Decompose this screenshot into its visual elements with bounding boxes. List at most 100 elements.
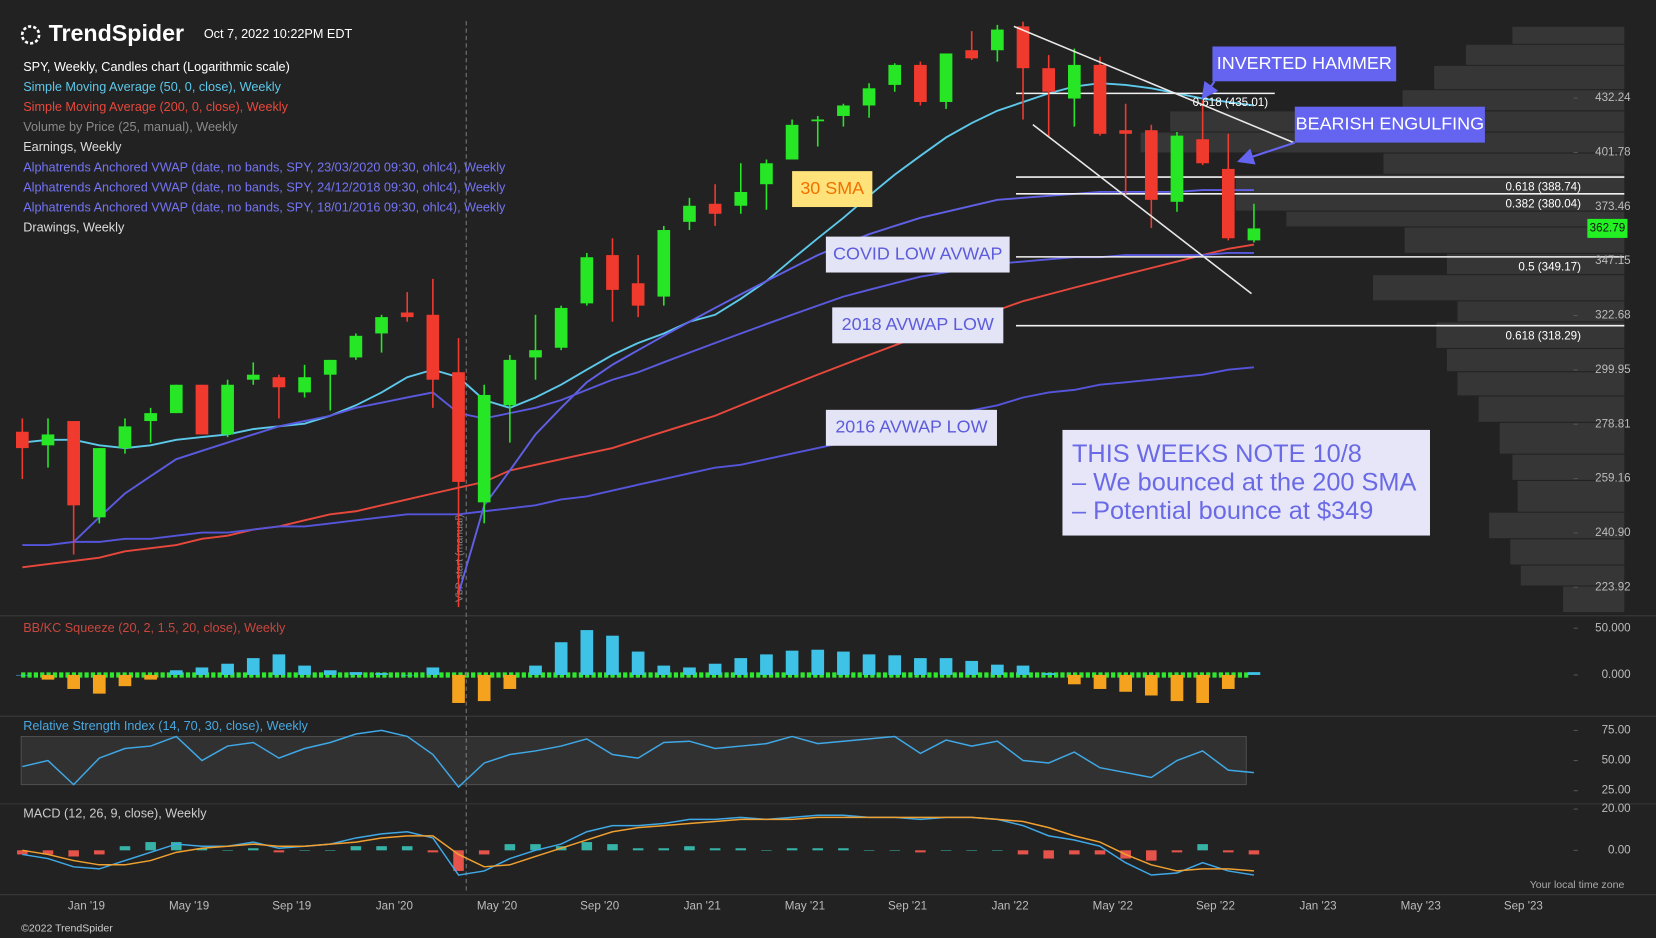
x-tick-label: Sep '20: [580, 899, 619, 912]
x-tick-label: Sep '21: [888, 899, 927, 912]
histogram-bar: [427, 850, 439, 853]
candle-body: [580, 257, 594, 304]
annotation: BEARISH ENGULFING: [1296, 113, 1484, 133]
histogram-bar: [1247, 672, 1261, 675]
histogram-bar: [1170, 674, 1184, 702]
histogram-bar: [400, 674, 414, 676]
y-tick-label: 240.90: [1595, 526, 1631, 539]
histogram-bar: [915, 850, 926, 853]
x-tick-label: Jan '21: [684, 899, 721, 912]
histogram-bar: [453, 850, 464, 871]
histogram-bar: [196, 848, 208, 851]
histogram-bar: [119, 846, 131, 851]
histogram-bar: [67, 674, 80, 689]
candle-body: [914, 64, 927, 103]
y-tick-label: 50.00: [1602, 754, 1631, 767]
y-tick-label: 432.24: [1595, 91, 1631, 104]
histogram-bar: [734, 658, 748, 675]
histogram-bar: [68, 850, 79, 857]
copyright: ©2022 TrendSpider: [21, 922, 113, 934]
histogram-bar: [298, 665, 311, 675]
histogram-bar: [1042, 673, 1056, 675]
x-tick-label: Jan '22: [992, 899, 1029, 912]
legend-entry: Alphatrends Anchored VWAP (date, no band…: [23, 200, 506, 214]
candle-body: [323, 359, 337, 375]
note-line: – We bounced at the 200 SMA: [1072, 468, 1417, 496]
annotation-box: [1212, 46, 1397, 82]
histogram-bar: [940, 850, 952, 851]
candle-body: [349, 335, 363, 358]
y-tick-label: 20.00: [1602, 802, 1631, 815]
rsi-band: [20, 736, 1247, 786]
x-tick-label: May '21: [785, 899, 825, 912]
volume-profile-bar: [1446, 253, 1625, 275]
candle-body: [734, 191, 748, 206]
histogram-bar: [760, 654, 773, 675]
x-tick-label: May '19: [169, 899, 209, 912]
candle-body: [683, 205, 696, 222]
histogram-bar: [426, 667, 440, 675]
histogram-bar: [478, 850, 490, 855]
y-tick-label: 373.46: [1595, 200, 1631, 213]
y-tick-label: 25.00: [1602, 784, 1631, 797]
histogram-bar: [785, 650, 799, 675]
panel-title: BB/KC Squeeze (20, 2, 1.5, 20, close), W…: [23, 621, 286, 635]
wedge-line: [1013, 25, 1295, 144]
candle-body: [1093, 64, 1107, 134]
histogram-bar: [503, 674, 517, 689]
histogram-bar: [837, 651, 850, 675]
y-tick-label: 0.00: [1608, 843, 1631, 856]
wedge-line: [1032, 124, 1252, 295]
candle-body: [606, 255, 619, 290]
candle-body: [862, 88, 876, 106]
annotation-box: [792, 171, 873, 208]
histogram-bar: [1196, 674, 1209, 703]
volume-profile-bar: [1457, 372, 1625, 396]
candle-body: [1119, 130, 1132, 134]
histogram-bar: [761, 850, 772, 851]
histogram-bar: [709, 848, 721, 851]
panel-title: MACD (12, 26, 9, close), Weekly: [23, 807, 207, 821]
histogram-bar: [221, 663, 234, 675]
histogram-bar: [118, 674, 132, 687]
annotation-box: [825, 236, 1010, 273]
histogram-bar: [939, 658, 953, 675]
histogram-bar: [145, 842, 156, 851]
volume-profile-bar: [1286, 211, 1625, 227]
histogram-bar: [477, 674, 491, 702]
volume-profile-bar: [1436, 322, 1625, 348]
histogram-bar: [632, 848, 644, 851]
candle-body: [195, 384, 209, 435]
volume-profile-bar: [1457, 301, 1625, 322]
candle-body: [144, 413, 157, 422]
histogram-bar: [683, 667, 696, 675]
y-tick-label: 75.00: [1602, 723, 1631, 736]
candle-body: [631, 283, 645, 306]
x-tick-label: Jan '23: [1300, 899, 1337, 912]
candle-body: [41, 434, 55, 446]
candle-body: [760, 163, 773, 185]
legend-entry: Earnings, Weekly: [23, 140, 122, 154]
candle-body: [272, 377, 286, 388]
candle-body: [67, 421, 80, 506]
histogram-bar: [15, 674, 29, 676]
annotation: 30 SMA: [800, 178, 864, 198]
histogram-bar: [1069, 850, 1080, 855]
annotation-box: [832, 307, 1004, 344]
volume-profile-bar: [1434, 65, 1625, 90]
y-tick-label: 401.78: [1595, 146, 1631, 159]
histogram-bar: [811, 649, 825, 675]
histogram-bar: [1093, 674, 1107, 689]
volume-profile-bar: [1402, 90, 1625, 111]
series-line: [22, 729, 1255, 789]
histogram-bar: [1248, 850, 1260, 855]
candle-body: [657, 230, 671, 297]
histogram-bar: [1197, 844, 1208, 851]
histogram-bar: [1171, 850, 1183, 853]
histogram-bar: [1146, 850, 1157, 861]
histogram-bar: [631, 651, 645, 675]
histogram-bar: [323, 670, 337, 675]
histogram-bar: [17, 850, 28, 855]
